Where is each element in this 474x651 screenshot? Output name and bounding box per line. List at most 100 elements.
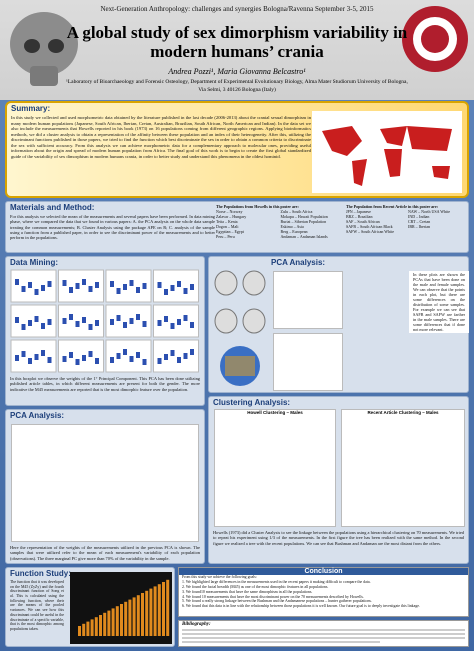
decoration — [123, 349, 127, 355]
decoration — [136, 314, 140, 320]
decoration — [142, 321, 147, 327]
decoration — [110, 357, 114, 363]
list-item: Andaman – Andaman Islands — [280, 234, 328, 239]
heading: Bibliography: — [182, 622, 211, 627]
heading: Summary: — [11, 104, 51, 113]
skull-image — [10, 12, 78, 86]
materials-panel: Materials and Method: For this analysis … — [5, 201, 469, 253]
plot-title: Recent Article Clustering – Males — [367, 410, 439, 415]
decoration — [15, 279, 19, 285]
list-item: Zulu – South Africa — [280, 209, 313, 214]
list-item: Buriat – Siberian Population — [280, 219, 327, 224]
decoration — [110, 319, 114, 325]
decoration — [111, 608, 115, 636]
decoration — [164, 354, 168, 360]
conclusion-intro: From this study we achieve the following… — [182, 575, 257, 579]
summary-text: In this study we collected and used morp… — [11, 115, 311, 159]
decoration — [124, 601, 128, 636]
heading: Data Mining: — [10, 258, 58, 267]
decoration — [116, 315, 121, 321]
list-item: SAFB – South African Black — [346, 224, 393, 229]
list-item: Egyptian – Egypt — [216, 229, 244, 234]
decoration — [141, 593, 144, 636]
decoration — [129, 280, 134, 286]
decoration — [157, 282, 162, 288]
decoration — [82, 623, 86, 636]
decoration — [105, 339, 152, 373]
decoration — [95, 358, 99, 364]
bibliography-panel: Bibliography: — [178, 620, 469, 647]
decoration — [123, 284, 127, 290]
summary-panel: Summary: In this study we collected and … — [5, 101, 469, 198]
decoration — [110, 281, 114, 287]
decoration — [88, 351, 93, 357]
conference: Next-Generation Anthropology: challenges… — [100, 5, 374, 13]
list-item: Teita – Kenia — [216, 219, 238, 224]
decoration — [69, 314, 73, 320]
decoration — [170, 350, 175, 356]
list-item: IBR – Iberian — [408, 224, 430, 229]
decoration — [190, 349, 194, 355]
list-item: Dogon – Mali — [216, 224, 239, 229]
howells-list: The Populations from Howells in this pos… — [216, 204, 341, 239]
conclusion-panel: Conclusion From this study we achieve th… — [178, 567, 469, 617]
decoration — [170, 285, 175, 291]
decoration — [116, 288, 121, 294]
decoration — [157, 320, 162, 326]
decoration — [115, 606, 119, 636]
decoration — [28, 358, 32, 364]
list-item: Mokapu – Hawaii Population — [280, 214, 328, 219]
decoration — [75, 321, 80, 327]
decoration — [183, 315, 188, 321]
decoration — [94, 617, 98, 636]
pca-text: In these plots are shown the PCAs that h… — [409, 271, 469, 334]
title: A global study of sex dimorphism variabi… — [66, 23, 408, 61]
list-item: CRT – Cretan — [408, 219, 431, 224]
decoration — [164, 289, 168, 295]
function-text: The function that it was developed on th… — [10, 580, 64, 631]
decoration — [34, 316, 39, 322]
list-item: IND – Indian — [408, 214, 430, 219]
affiliation: ¹Laboratory of Bioarchaeology and Forens… — [66, 79, 408, 85]
decoration — [78, 626, 81, 636]
decoration — [162, 582, 165, 636]
decoration — [116, 353, 121, 359]
decoration — [164, 316, 168, 322]
list-item: Norse – Norway — [216, 209, 243, 214]
decoration — [183, 353, 188, 359]
decoration — [166, 579, 170, 636]
list-item: 2. We found the facial breadth (M45) as … — [182, 584, 329, 589]
decoration — [177, 357, 181, 363]
decoration — [129, 356, 134, 362]
decoration — [47, 319, 52, 325]
list-item: NAW – North USA White — [408, 209, 450, 214]
list-item: 6. We found that this data is in line wi… — [182, 604, 420, 609]
decoration — [41, 285, 45, 291]
plot-title: Howell Clustering – Males — [247, 410, 303, 415]
list-item: SAFW – South African White — [346, 229, 395, 234]
dendrogram-recent: Recent Article Clustering – Males — [341, 409, 465, 527]
pca-weights-panel: PCA Analysis: Here the representation of… — [5, 409, 205, 564]
list-item: Berg – European — [280, 229, 308, 234]
decoration — [95, 320, 99, 326]
bar-chart-image — [70, 572, 172, 644]
list-item: BRZ – Brazilian — [346, 214, 373, 219]
list-item: Peru – Peru — [216, 234, 235, 239]
authors: Andrea Pozzi¹, Maria Giovanna Belcastro¹ — [168, 67, 306, 76]
decoration — [15, 355, 19, 361]
data-mining-text: In this boxplot we observe the weights o… — [10, 376, 200, 392]
decoration — [136, 595, 140, 636]
decoration — [149, 588, 153, 636]
decoration — [86, 621, 90, 636]
list-item: 5. We found a really strong linkage betw… — [182, 599, 372, 604]
list-item: Eskimo – Asia — [280, 224, 304, 229]
decoration — [157, 584, 161, 636]
heading: Function Study: — [10, 569, 71, 578]
decoration — [62, 280, 67, 286]
pca-weights-plots — [11, 424, 199, 542]
decoration — [95, 282, 99, 288]
decoration — [103, 612, 107, 636]
decoration — [99, 615, 102, 636]
decoration — [157, 358, 162, 364]
